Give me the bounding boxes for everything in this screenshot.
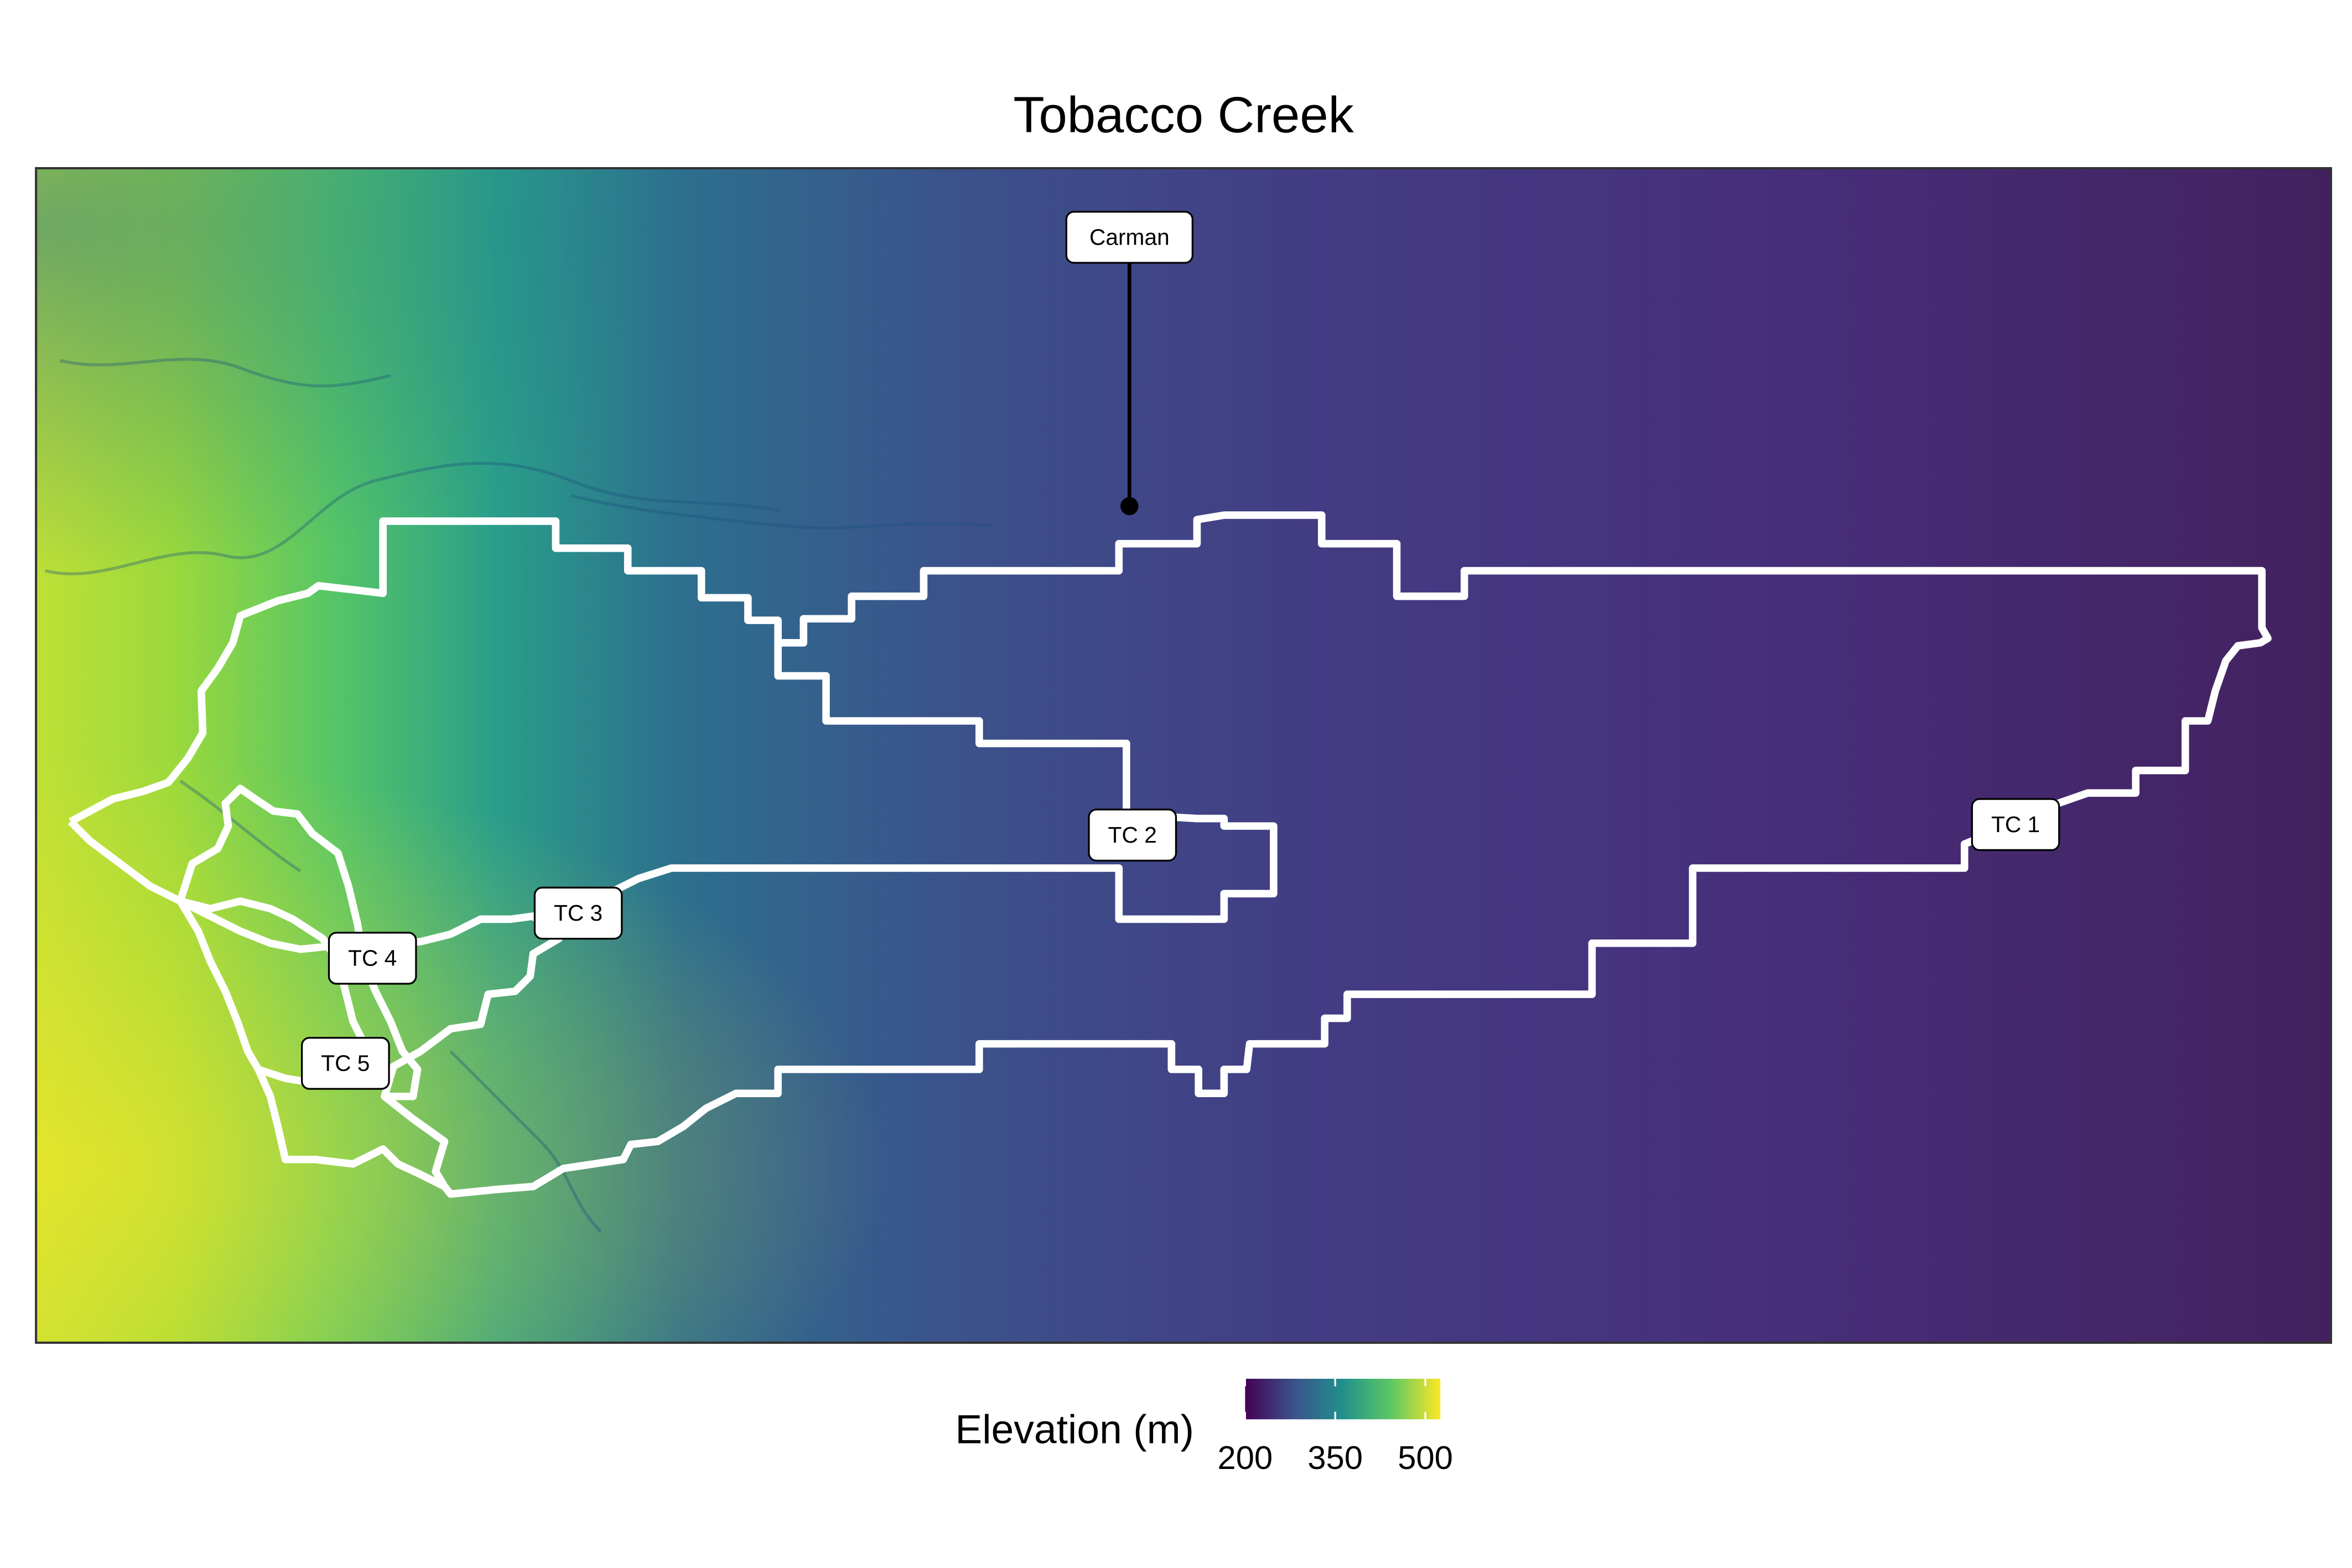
- carman-marker: [1120, 263, 1139, 516]
- label-tc4-text: TC 4: [348, 945, 397, 970]
- legend-tick-500: 500: [1398, 1439, 1453, 1476]
- elevation-escarpment-overlay: [36, 168, 2331, 1343]
- label-carman: Carman: [1065, 211, 1193, 264]
- label-carman-text: Carman: [1089, 224, 1170, 250]
- legend: Elevation (m) 200 350 500: [955, 1378, 1453, 1476]
- map-panel: [36, 168, 2331, 1343]
- legend-tick-200: 200: [1218, 1439, 1273, 1476]
- watershed-tc5-lower: [255, 1068, 446, 1190]
- legend-title: Elevation (m): [955, 1407, 1194, 1452]
- legend-tick-350: 350: [1307, 1439, 1363, 1476]
- label-tc3-text: TC 3: [554, 900, 603, 926]
- label-tc4: TC 4: [328, 932, 417, 985]
- label-tc5-text: TC 5: [321, 1050, 370, 1076]
- label-tc1: TC 1: [1971, 798, 2060, 852]
- legend-tick-marks: [1244, 1378, 1426, 1420]
- label-tc3: TC 3: [533, 886, 623, 940]
- watershed-tc4: [176, 785, 422, 1100]
- label-tc2-text: TC 2: [1108, 822, 1157, 848]
- legend-colorbar: [1245, 1378, 1441, 1420]
- chart-title: Tobacco Creek: [1013, 86, 1354, 143]
- label-tc1-text: TC 1: [1991, 812, 2040, 837]
- watershed-tc3: [68, 819, 562, 953]
- label-tc2: TC 2: [1088, 808, 1177, 862]
- label-tc5: TC 5: [300, 1037, 390, 1090]
- stream-channels: [44, 357, 991, 1233]
- carman-point: [1120, 497, 1139, 516]
- map-frame: [35, 167, 2333, 1344]
